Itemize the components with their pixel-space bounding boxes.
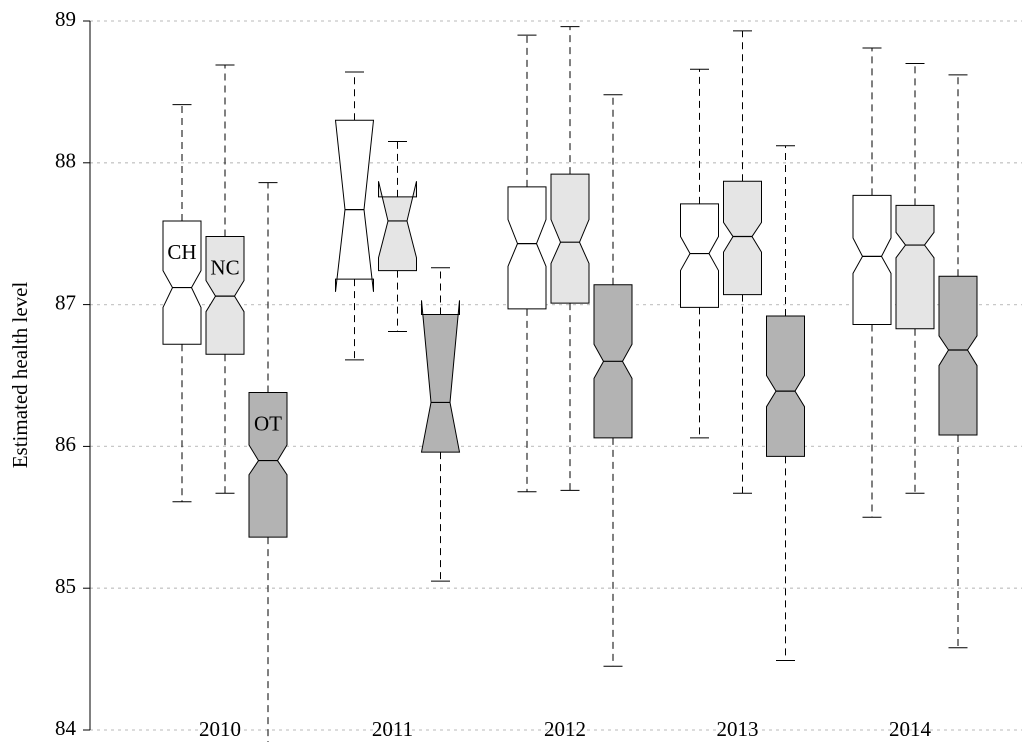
x-tick-label: 2013: [717, 717, 759, 741]
box: [162, 220, 202, 345]
box: [895, 204, 935, 330]
box: [550, 173, 590, 304]
y-tick-label: 87: [55, 290, 76, 314]
y-tick-label: 86: [55, 432, 76, 456]
series-label: CH: [167, 240, 196, 264]
box: [766, 315, 805, 457]
x-tick-label: 2012: [544, 717, 586, 741]
y-tick-label: 84: [55, 716, 77, 740]
box: [248, 392, 288, 538]
y-axis-label: Estimated health level: [8, 282, 32, 469]
y-tick-label: 88: [55, 149, 76, 173]
y-tick-label: 85: [55, 574, 76, 598]
box: [680, 203, 719, 308]
series-label: NC: [210, 255, 239, 279]
x-tick-label: 2010: [199, 717, 241, 741]
box: [723, 180, 762, 296]
box: [507, 186, 547, 310]
box: [852, 194, 892, 325]
box: [205, 236, 245, 355]
box: [420, 300, 461, 453]
x-tick-label: 2011: [372, 717, 413, 741]
box: [938, 275, 978, 436]
x-tick-label: 2014: [889, 717, 932, 741]
box: [334, 119, 375, 292]
y-tick-label: 89: [55, 7, 76, 31]
series-label: OT: [254, 411, 282, 435]
box: [378, 181, 417, 272]
